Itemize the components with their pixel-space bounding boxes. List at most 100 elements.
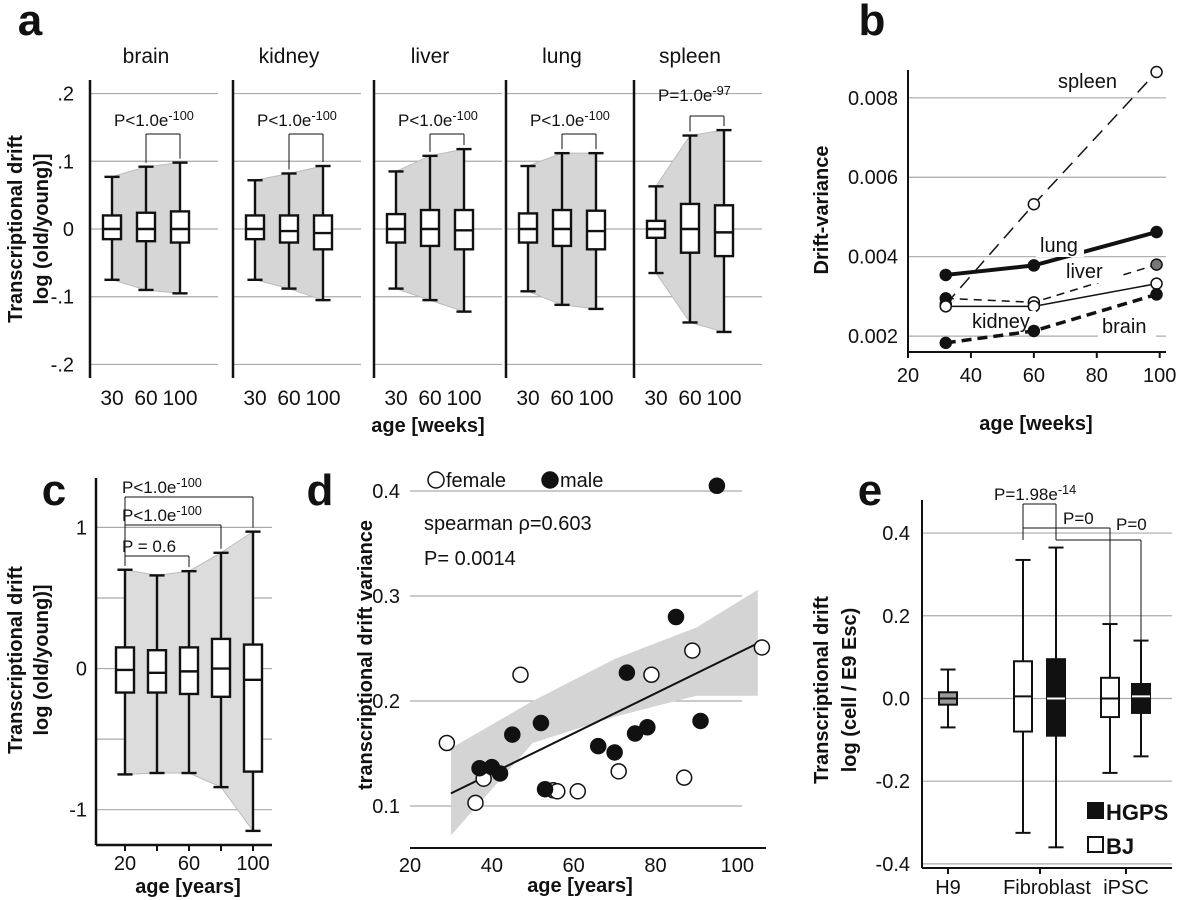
box-body xyxy=(1131,683,1151,714)
panel-label: c xyxy=(42,466,66,515)
series-brain: brain xyxy=(939,288,1163,350)
y-tick-label: -.1 xyxy=(51,287,74,309)
y-tick-label: 0.3 xyxy=(372,586,400,608)
x-tick-label: 30 xyxy=(243,387,266,410)
box-body xyxy=(135,211,157,243)
p-value-exponent: -100 xyxy=(452,108,478,123)
data-point xyxy=(512,666,529,683)
series-label: kidney xyxy=(972,311,1030,333)
y-tick-label: 0.1 xyxy=(372,796,400,818)
data-point xyxy=(675,769,693,786)
data-point xyxy=(939,268,953,282)
facet-title: liver xyxy=(411,45,450,68)
data-point xyxy=(1027,324,1041,338)
p-value-exponent: -100 xyxy=(168,108,194,123)
box-Fibroblast xyxy=(1013,558,1033,834)
box-age-group xyxy=(114,568,136,776)
y-tick-label: .1 xyxy=(57,151,74,173)
facet-title: brain xyxy=(123,45,170,68)
p-value-text: P=1.0e xyxy=(658,86,712,105)
box-iPSC xyxy=(1100,623,1120,774)
box-iPSC xyxy=(1131,639,1151,758)
x-tick-label: 100 xyxy=(578,387,613,410)
x-tick-label: 60 xyxy=(418,387,441,410)
facet-spleen: spleen P=1.0e-97 30 60 100 xyxy=(632,45,762,410)
y-tick-label: 0 xyxy=(63,219,74,241)
x-axis-label: age [weeks] xyxy=(979,413,1092,435)
x-tick-label: 60 xyxy=(550,387,573,410)
p-value-exponent: -100 xyxy=(176,475,202,490)
facet-lung: lung P<1.0e-100 30 60 100 xyxy=(504,45,634,410)
x-tick-label: iPSC xyxy=(1103,877,1149,899)
data-point xyxy=(618,664,636,681)
box-brain-30 xyxy=(101,175,123,281)
p-value-exponent: -100 xyxy=(584,108,610,123)
data-point xyxy=(1150,288,1163,301)
y-tick-label: -.2 xyxy=(51,354,74,376)
facet-title: spleen xyxy=(659,45,721,68)
data-point xyxy=(639,719,656,736)
x-axis-label: age [years] xyxy=(527,875,633,897)
y-axis-label: Transcriptional drift xyxy=(5,135,27,323)
panel-d: 0.1 0.2 0.3 0.4 20 40 60 80 100 transcriptional d… xyxy=(355,470,771,897)
box-body xyxy=(244,214,266,241)
p-value-text: P<1.0e xyxy=(114,111,168,130)
data-point xyxy=(491,765,509,782)
p-value-annotation: P=1.0e-97 xyxy=(658,83,731,105)
data-point xyxy=(504,726,521,743)
box-brain-100 xyxy=(169,161,191,295)
box-age-group xyxy=(178,569,200,775)
x-tick-label: 100 xyxy=(162,387,197,410)
box-spleen-30 xyxy=(645,185,667,275)
x-tick-label: 100 xyxy=(721,855,754,877)
data-point xyxy=(708,477,726,494)
p-value-exponent: -97 xyxy=(712,83,730,98)
y-axis-label: log (old/young)] xyxy=(31,584,53,735)
legend-label: female xyxy=(446,470,506,492)
series-label-bg xyxy=(1054,71,1122,93)
y-axis-label: Drift-variance xyxy=(811,146,833,275)
p-value-text: P<1.0e xyxy=(530,111,584,130)
x-tick-label: 20 xyxy=(399,855,421,877)
panel-label: b xyxy=(859,0,886,45)
data-point xyxy=(1150,277,1163,290)
box-liver-60 xyxy=(419,154,441,302)
panel-label: d xyxy=(307,466,334,515)
x-tick-label: 30 xyxy=(516,387,539,410)
data-point xyxy=(1150,225,1163,239)
box-Fibroblast xyxy=(1046,546,1066,849)
p-value-annotation: P<1.0e-100 xyxy=(257,108,337,130)
data-point xyxy=(569,783,587,800)
panel-e: 0.4 0.2 0.0 -0.2 -0.4 Transcriptional drift lo… xyxy=(811,482,1172,899)
series-male xyxy=(471,477,726,798)
p-value-text: P=0 xyxy=(1116,515,1147,534)
series-label: lung xyxy=(1040,235,1078,257)
series-label-bg xyxy=(1036,235,1084,257)
x-tick-label: H9 xyxy=(935,877,961,899)
x-tick-label: 40 xyxy=(960,365,982,387)
x-tick-label: 60 xyxy=(563,855,585,877)
p-value-annotation: P=1.98e-14 xyxy=(994,482,1076,504)
y-tick-label: 0.0 xyxy=(882,688,910,710)
legend-label: male xyxy=(560,470,603,492)
x-tick-label: 100 xyxy=(706,387,741,410)
data-point xyxy=(692,712,709,730)
series-label-bg xyxy=(1062,261,1120,283)
legend-label: BJ xyxy=(1106,834,1134,859)
x-tick-label: 100 xyxy=(236,853,269,875)
box-body xyxy=(713,204,735,258)
p-value-exponent: -100 xyxy=(311,108,337,123)
y-tick-label: 0.2 xyxy=(882,606,910,628)
box-body xyxy=(1046,658,1066,737)
y-tick-label: 0.008 xyxy=(848,88,898,110)
stat-annotation: spearman ρ=0.603 xyxy=(424,513,592,535)
box-age-group xyxy=(210,551,232,789)
data-point xyxy=(939,336,953,350)
series-label: brain xyxy=(1102,316,1146,338)
box-kidney-60 xyxy=(278,172,300,290)
x-tick-label: 40 xyxy=(481,855,503,877)
box-body xyxy=(146,649,168,694)
x-tick-label: 60 xyxy=(1023,365,1045,387)
x-tick-label: 100 xyxy=(305,387,340,410)
y-tick-label: 0.4 xyxy=(372,481,400,503)
